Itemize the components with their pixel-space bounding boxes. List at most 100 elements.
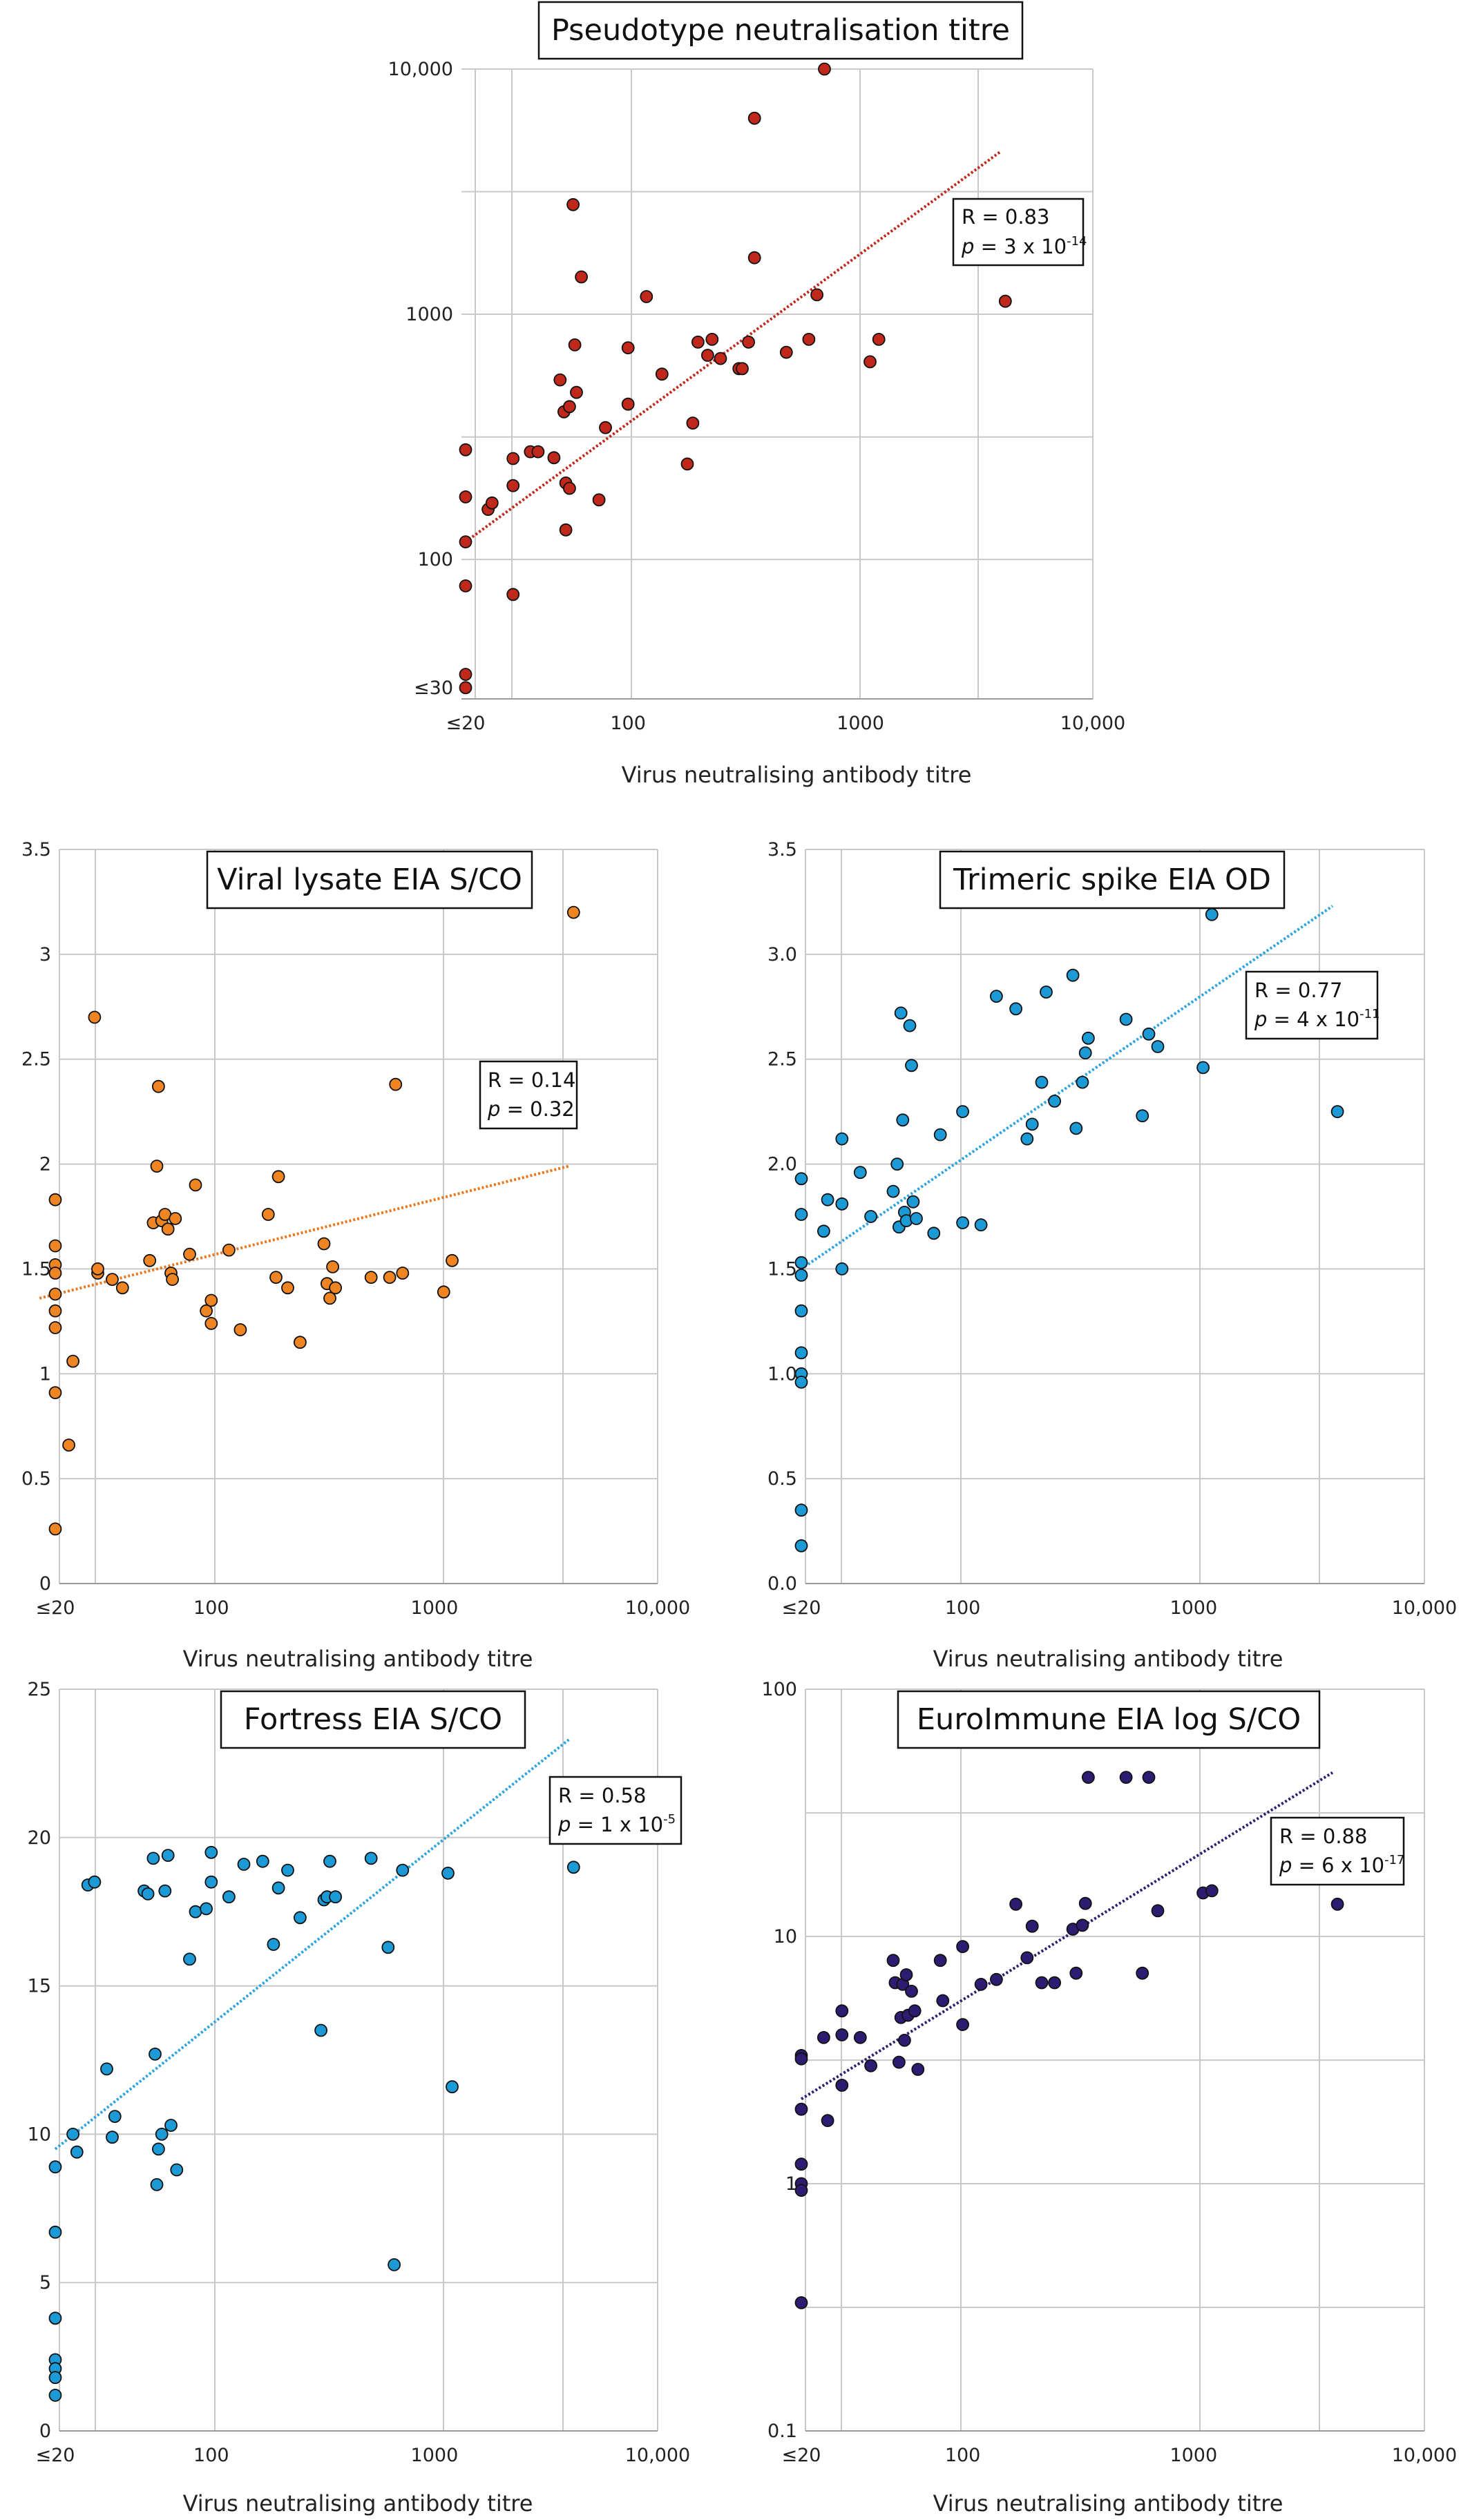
euroimmune-trendline <box>800 1771 1334 2101</box>
euroimmune-stats-r: R = 0.88 <box>1279 1825 1367 1848</box>
fortress-data-point <box>48 2160 62 2174</box>
trimeric-spike-data-point <box>835 1132 849 1146</box>
euroimmune-y-tick-labels: 0.1 1 10 100 <box>761 1679 797 2442</box>
pseudotype-data-point <box>680 457 694 471</box>
viral-lysate-data-point <box>271 1170 285 1184</box>
trimeric-spike-title: Trimeric spike EIA OD <box>953 863 1271 897</box>
viral-lysate-data-point <box>166 1273 180 1286</box>
pseudotype-data-point <box>686 416 700 430</box>
pseudotype-data-point <box>747 251 761 264</box>
fortress-data-point <box>237 1858 251 1871</box>
trimeric-spike-data-point <box>1151 1040 1165 1053</box>
viral-lysate-data-point <box>446 1253 459 1267</box>
viral-lysate-y-tick-label: 2 <box>39 1154 51 1175</box>
euroimmune-data-point <box>1048 1976 1061 1990</box>
viral-lysate-data-point <box>437 1285 450 1299</box>
viral-lysate-data-point <box>233 1323 247 1336</box>
trimeric-spike-data-point <box>794 1269 808 1282</box>
pseudotype-x-tick-label: ≤20 <box>446 713 486 734</box>
viral-lysate-trendline <box>39 1164 569 1300</box>
pseudotype-data-point <box>818 62 831 76</box>
pseudotype-title: Pseudotype neutralisation titre <box>551 13 1010 48</box>
trimeric-spike-data-point <box>894 1006 908 1020</box>
pseudotype-data-point <box>655 367 669 381</box>
euroimmune-x-tick-label: 10,000 <box>1392 2445 1457 2466</box>
euroimmune-data-point <box>886 1954 900 1968</box>
trimeric-spike-data-point <box>1066 968 1080 982</box>
trimeric-spike-data-point <box>794 1172 808 1186</box>
trimeric-spike-data-point <box>794 1208 808 1221</box>
pseudotype-data-point <box>592 493 606 507</box>
pseudotype-data-point <box>742 335 755 349</box>
viral-lysate-data-point <box>66 1354 79 1368</box>
viral-lysate-p-symbol: p <box>487 1097 500 1121</box>
pseudotype-data-point <box>568 338 582 352</box>
trimeric-spike-data-point <box>905 1059 918 1073</box>
fortress-data-point <box>70 2145 84 2159</box>
trimeric-spike-y-tick-labels: 0.0 0.5 1.0 1.5 2.0 2.5 3.0 3.5 <box>767 839 797 1595</box>
pseudotype-x-tick-label: 100 <box>610 713 646 734</box>
viral-lysate-p-value: = 0.32 <box>500 1097 574 1121</box>
trimeric-spike-data-point <box>1035 1075 1049 1089</box>
pseudotype-x-tick-label: 10,000 <box>1060 713 1125 734</box>
trimeric-spike-p-value: = 4 x 10 <box>1267 1008 1359 1031</box>
euroimmune-data-point <box>1069 1966 1083 1980</box>
fortress-x-tick-label: 1000 <box>411 2445 459 2466</box>
fortress-trend-line <box>54 1738 570 2151</box>
pseudotype-data-point <box>459 668 472 681</box>
pseudotype-trend-line <box>464 151 1002 544</box>
fortress-data-point <box>566 1860 580 1874</box>
euroimmune-x-tick-label: 1000 <box>1170 2445 1217 2466</box>
pseudotype-y-tick-label: 10,000 <box>388 59 453 80</box>
euroimmune-y-tick-label: 1 <box>785 2173 797 2195</box>
fortress-data-point <box>441 1866 455 1880</box>
euroimmune-data-point <box>1025 1919 1039 1933</box>
viral-lysate-data-point <box>48 1522 62 1536</box>
fortress-y-tick-label: 15 <box>28 1976 51 1997</box>
pseudotype-chart: ≤20 100 1000 10,000 ≤30 100 1000 10,000 Pseudo… <box>388 1 1126 788</box>
trimeric-spike-data-point <box>1330 1105 1344 1118</box>
viral-lysate-data-point <box>293 1336 307 1349</box>
pseudotype-data-point <box>701 349 714 362</box>
fortress-y-tick-label: 25 <box>28 1679 51 1700</box>
euroimmune-data-point <box>1205 1884 1219 1898</box>
trimeric-spike-trend-line <box>800 905 1334 1271</box>
viral-lysate-data-point <box>48 1267 62 1280</box>
trimeric-spike-points <box>794 907 1344 1552</box>
fortress-data-point <box>164 2119 178 2132</box>
fortress-x-tick-label: ≤20 <box>36 2445 75 2466</box>
trimeric-spike-data-point <box>886 1184 900 1198</box>
euroimmune-data-point <box>821 2114 834 2128</box>
pseudotype-gridlines <box>461 68 1094 700</box>
viral-lysate-data-point <box>323 1291 336 1305</box>
trimeric-spike-data-point <box>794 1539 808 1552</box>
fortress-title: Fortress EIA S/CO <box>244 1702 502 1737</box>
pseudotype-data-point <box>640 290 653 303</box>
fortress-data-point <box>151 2142 165 2156</box>
trimeric-spike-y-tick-label: 2.5 <box>767 1049 797 1070</box>
viral-lysate-data-point <box>88 1010 102 1024</box>
euroimmune-data-point <box>853 2030 867 2044</box>
euroimmune-data-point <box>794 2102 808 2116</box>
viral-lysate-y-tick-label: 1.5 <box>21 1258 51 1280</box>
pseudotype-data-point <box>459 681 472 695</box>
fortress-data-point <box>204 1875 218 1889</box>
viral-lysate-data-point <box>317 1237 331 1251</box>
pseudotype-data-point <box>779 345 793 359</box>
pseudotype-points <box>459 62 1012 695</box>
fortress-x-tick-labels: ≤20 100 1000 10,000 <box>36 2445 691 2466</box>
viral-lysate-data-point <box>48 1321 62 1334</box>
euroimmune-chart: ≤20 100 1000 10,000 0.1 1 10 100 EuroImmune EI… <box>761 1679 1457 2517</box>
pseudotype-y-tick-label: 100 <box>417 549 453 570</box>
viral-lysate-data-point <box>566 905 580 919</box>
pseudotype-data-point <box>621 397 635 411</box>
euroimmune-data-point <box>1082 1771 1095 1785</box>
euroimmune-data-point <box>974 1977 988 1991</box>
fortress-data-point <box>48 2225 62 2239</box>
viral-lysate-y-tick-label: 1 <box>39 1363 51 1385</box>
pseudotype-x-tick-labels: ≤20 100 1000 10,000 <box>446 713 1126 734</box>
pseudotype-trendline <box>464 151 1002 544</box>
viral-lysate-stats-r: R = 0.14 <box>488 1068 575 1092</box>
fortress-data-point <box>161 1849 175 1863</box>
euroimmune-data-point <box>1078 1896 1092 1910</box>
